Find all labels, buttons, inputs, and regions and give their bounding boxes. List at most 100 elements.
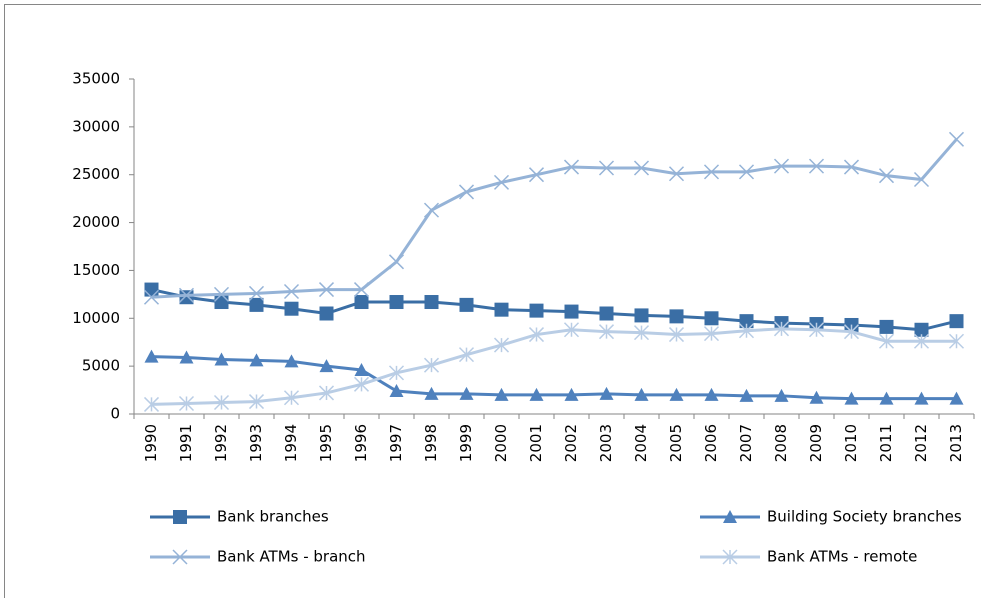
data-point <box>738 164 755 180</box>
data-point <box>424 295 439 310</box>
data-point <box>843 159 860 175</box>
data-point <box>493 337 510 353</box>
data-point <box>144 282 159 297</box>
y-tick-label: 10000 <box>72 309 120 327</box>
data-point <box>738 323 755 339</box>
x-tick-label: 2007 <box>737 424 755 462</box>
y-tick-label: 5000 <box>82 357 120 375</box>
data-point <box>879 391 894 405</box>
x-tick-label: 2005 <box>667 424 685 462</box>
data-point <box>878 168 895 184</box>
data-point <box>913 333 930 349</box>
data-point <box>353 376 370 392</box>
data-point <box>599 306 614 321</box>
data-point <box>354 362 369 376</box>
data-point <box>669 387 684 401</box>
x-tick-label: 2006 <box>702 424 720 462</box>
data-point <box>459 386 474 400</box>
data-point <box>459 297 474 312</box>
data-point <box>214 352 229 366</box>
data-point <box>949 314 964 329</box>
data-point <box>843 324 860 340</box>
data-point <box>283 283 300 300</box>
data-point <box>598 324 615 340</box>
series-line <box>151 355 957 401</box>
x-tick-label: 1993 <box>247 424 265 462</box>
data-point <box>808 158 825 174</box>
data-point <box>528 167 545 183</box>
x-tick-label: 2012 <box>912 424 930 462</box>
x-tick-label: 1999 <box>457 424 475 462</box>
legend-marker <box>722 549 738 565</box>
data-point <box>704 387 719 401</box>
x-tick-label: 1994 <box>282 424 300 462</box>
x-tick-label: 1998 <box>422 424 440 462</box>
legend-label: Bank ATMs - remote <box>767 548 917 566</box>
data-point <box>879 319 894 334</box>
data-point <box>214 295 229 310</box>
x-tick-label: 1990 <box>142 424 160 462</box>
series-line <box>151 138 958 299</box>
data-point <box>388 254 405 270</box>
data-point <box>633 160 650 176</box>
x-tick-label: 1996 <box>352 424 370 462</box>
data-point <box>528 327 545 343</box>
x-tick-label: 2000 <box>492 424 510 462</box>
y-tick-label: 0 <box>110 405 120 423</box>
data-point <box>564 304 579 319</box>
data-point <box>458 347 475 363</box>
legend-label: Building Society branches <box>767 508 962 526</box>
data-point <box>739 314 754 329</box>
y-tick-label: 25000 <box>72 165 120 183</box>
x-tick-label: 2009 <box>807 424 825 462</box>
y-tick-label: 35000 <box>72 70 120 88</box>
data-point <box>424 386 439 400</box>
legend-marker <box>173 510 187 524</box>
data-point <box>319 359 334 373</box>
data-point <box>563 159 580 175</box>
data-point <box>178 287 195 303</box>
data-point <box>319 306 334 321</box>
data-point <box>773 321 790 337</box>
data-point <box>179 290 194 305</box>
x-tick-label: 2010 <box>842 424 860 462</box>
data-point <box>949 391 964 405</box>
legend-marker <box>172 549 188 565</box>
data-point <box>458 184 475 200</box>
data-point <box>774 388 789 402</box>
x-tick-label: 2001 <box>527 424 545 462</box>
data-point <box>703 326 720 342</box>
y-tick-label: 15000 <box>72 261 120 279</box>
data-point <box>634 387 649 401</box>
data-point <box>529 387 544 401</box>
data-point <box>948 333 965 349</box>
data-point <box>423 357 440 373</box>
data-point <box>493 174 510 190</box>
data-point <box>284 301 299 316</box>
data-point <box>248 285 265 301</box>
legend-label: Bank branches <box>217 508 329 526</box>
data-point <box>564 387 579 401</box>
y-tick-label: 20000 <box>72 213 120 231</box>
data-point <box>913 171 930 188</box>
data-point <box>178 395 195 412</box>
series-line <box>151 288 957 332</box>
data-point <box>389 384 404 398</box>
x-tick-label: 1997 <box>387 424 405 462</box>
data-point <box>143 396 160 412</box>
data-point <box>704 311 719 326</box>
data-point <box>914 322 929 337</box>
data-point <box>388 365 405 381</box>
data-point <box>563 322 580 338</box>
legend-marker <box>723 510 737 523</box>
x-tick-label: 2004 <box>632 424 650 462</box>
data-point <box>144 349 159 363</box>
series-line <box>151 327 957 406</box>
data-point <box>948 131 965 147</box>
data-point <box>143 289 160 305</box>
y-tick-label: 30000 <box>72 117 120 135</box>
data-point <box>633 325 650 341</box>
data-point <box>284 354 299 368</box>
data-point <box>249 353 264 367</box>
